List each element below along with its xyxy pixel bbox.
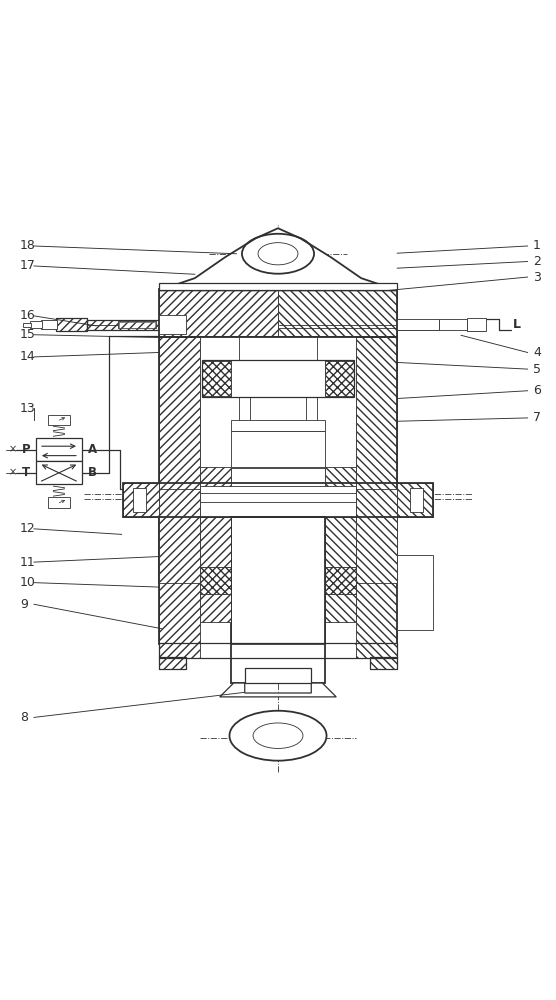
Bar [118,321,156,328]
Bar [87,320,159,330]
Text: 5: 5 [533,363,541,376]
Bar [231,360,325,397]
Bar [159,657,186,669]
Text: 6: 6 [533,384,541,397]
Text: 7: 7 [533,411,541,424]
Ellipse shape [253,723,303,748]
Bar [159,337,200,583]
Bar [41,320,57,329]
Bar [200,567,231,594]
Bar [23,323,31,327]
Bar [160,316,185,333]
Bar [200,337,356,583]
Text: 15: 15 [20,328,36,341]
Text: 4: 4 [533,346,541,359]
Text: B: B [88,466,97,479]
Bar [202,360,354,397]
Text: 13: 13 [20,402,36,415]
Bar [410,488,423,512]
Bar [119,322,156,328]
Bar [231,420,325,431]
Bar [239,397,250,422]
Bar [231,431,325,467]
Bar [356,643,397,658]
Bar [200,517,231,567]
Text: 14: 14 [20,350,36,363]
Text: 9: 9 [20,598,28,611]
Bar [159,643,200,658]
Bar [356,489,397,583]
Text: 8: 8 [20,711,28,724]
Text: A: A [88,443,97,456]
Bar [87,320,159,330]
Bar [159,657,186,669]
Bar [200,493,356,502]
Bar [370,657,397,669]
Bar [200,594,231,622]
Bar [36,438,82,461]
Bar [325,517,356,567]
Bar [159,289,397,337]
Bar [159,643,397,658]
Bar [356,517,397,644]
Polygon shape [159,228,397,290]
Text: ×: × [9,445,17,455]
Text: 3: 3 [533,271,541,284]
Bar [48,415,70,425]
Text: P: P [22,443,30,456]
Bar [159,315,186,334]
Bar [159,283,397,290]
Bar [29,321,42,328]
Bar [159,489,200,583]
Bar [325,467,356,489]
Ellipse shape [258,243,298,265]
Text: 1: 1 [533,239,541,252]
Text: 2: 2 [533,255,541,268]
Bar [231,468,325,487]
Text: 12: 12 [20,522,36,535]
Bar [56,318,87,331]
Bar [159,289,278,337]
Bar [245,668,311,683]
Bar [467,319,485,331]
Bar [306,397,317,422]
Bar [123,483,433,517]
Bar [325,361,354,396]
Text: 11: 11 [20,556,36,569]
Text: 17: 17 [20,259,36,272]
Bar [439,319,466,330]
Bar [397,483,433,517]
Bar [397,319,439,330]
Text: ×: × [9,468,17,478]
Bar [36,461,82,484]
Bar [200,486,356,494]
Bar [397,555,433,630]
Bar [398,320,438,330]
Text: 16: 16 [20,309,36,322]
Text: 10: 10 [20,576,36,589]
Bar [56,318,87,331]
Bar [159,517,200,644]
Text: L: L [513,318,521,331]
Ellipse shape [230,711,326,761]
Bar [231,517,325,683]
Bar [370,657,397,669]
Bar [200,467,231,489]
Bar [202,361,231,396]
Bar [239,337,317,360]
Text: 18: 18 [20,239,36,252]
Bar [48,497,70,508]
Text: T: T [22,466,30,479]
Bar [133,488,146,512]
Bar [123,483,159,517]
Bar [231,517,325,644]
Polygon shape [220,683,336,697]
Bar [278,289,397,337]
Bar [356,337,397,583]
Bar [325,567,356,594]
Bar [325,594,356,622]
Bar [466,318,486,331]
